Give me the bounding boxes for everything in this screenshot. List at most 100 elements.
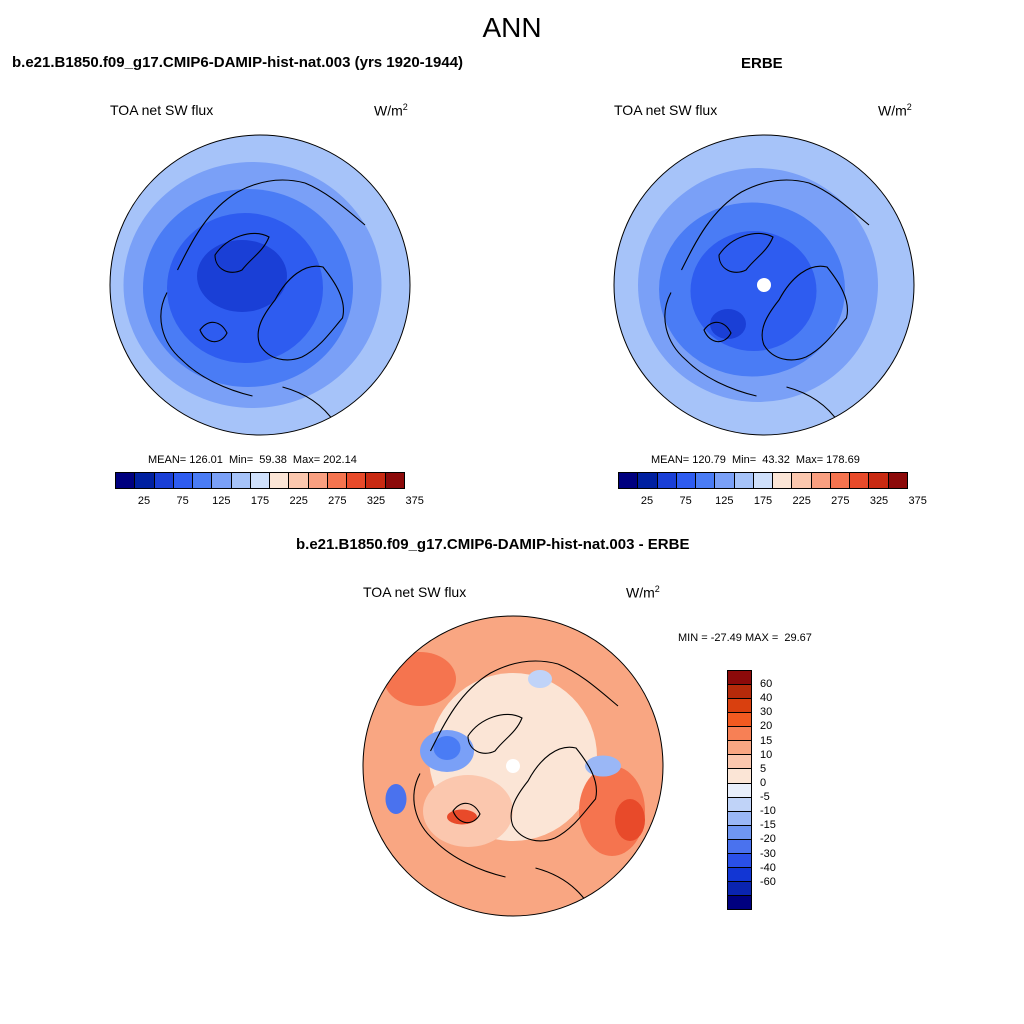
colorbar-swatch (728, 811, 751, 826)
map-field-contour (528, 670, 552, 688)
colorbar-swatch (308, 473, 328, 488)
colorbar-tick-label: 0 (760, 776, 767, 789)
colorbar-swatch (728, 825, 751, 840)
model-variable-label: TOA net SW flux (110, 102, 214, 118)
coastline (304, 182, 366, 226)
coastline (664, 292, 757, 397)
model-colorbar (115, 472, 405, 489)
colorbar-swatch (154, 473, 174, 488)
colorbar-swatch (728, 783, 751, 798)
map-field-contour (585, 755, 621, 777)
map-field-contour (385, 784, 407, 814)
coastline (467, 714, 523, 754)
colorbar-swatch (888, 473, 907, 488)
colorbar-swatch (728, 699, 751, 714)
coastline (510, 746, 597, 842)
coastline (177, 179, 306, 271)
coastline (718, 233, 774, 273)
model-units-label: W/m2 (374, 102, 408, 119)
map-field-contour (710, 309, 746, 339)
colorbar-tick-label: 10 (760, 748, 773, 761)
colorbar-swatch (212, 473, 232, 488)
diff-panel-title: b.e21.B1850.f09_g17.CMIP6-DAMIP-hist-nat… (296, 536, 690, 553)
coastline (214, 233, 270, 273)
colorbar-tick-label: 225 (792, 495, 811, 507)
colorbar-swatch (270, 473, 290, 488)
colorbar-tick-label: 40 (760, 692, 773, 705)
colorbar-swatch (728, 685, 751, 700)
coastline (257, 265, 344, 361)
colorbar-swatch (869, 473, 889, 488)
colorbar-tick-label: 25 (137, 495, 151, 507)
model-polar-map (109, 134, 411, 436)
obs-colorbar (618, 472, 908, 489)
map-field-contour (384, 652, 456, 706)
colorbar-swatch (173, 473, 194, 488)
colorbar-swatch (728, 797, 751, 812)
colorbar-tick-label: 175 (753, 495, 773, 507)
colorbar-tick-label: 375 (908, 495, 927, 507)
colorbar-tick-label: -5 (760, 791, 770, 804)
pole-missing-data (506, 759, 520, 773)
coastline (430, 660, 559, 752)
coastline (452, 802, 481, 824)
obs-stats: MEAN= 120.79 Min= 43.32 Max= 178.69 (651, 454, 860, 466)
map-border (613, 134, 915, 436)
colorbar-tick-label: 175 (250, 495, 270, 507)
colorbar-tick-label: 375 (405, 495, 424, 507)
colorbar-swatch (135, 473, 155, 488)
map-field-contour (433, 736, 461, 760)
coastline (761, 265, 848, 361)
colorbar-tick-label: 275 (831, 495, 850, 507)
colorbar-swatch (728, 755, 751, 770)
colorbar-swatch (116, 473, 136, 488)
colorbar-tick-label: 125 (715, 495, 734, 507)
obs-units-label: W/m2 (878, 102, 912, 119)
coastline (681, 179, 810, 271)
map-field-contour (197, 240, 287, 312)
colorbar-tick-label: 75 (176, 495, 189, 507)
diff-stats: MIN = -27.49 MAX = 29.67 (678, 632, 812, 644)
colorbar-tick-label: 125 (212, 495, 231, 507)
colorbar-tick-label: 225 (289, 495, 308, 507)
colorbar-tick-label: -40 (760, 861, 776, 874)
colorbar-tick-label: 20 (760, 720, 773, 733)
colorbar-swatch (753, 473, 774, 488)
colorbar-swatch (347, 473, 367, 488)
colorbar-swatch (734, 473, 754, 488)
pole-missing-data (757, 278, 771, 292)
colorbar-swatch (728, 713, 751, 728)
colorbar-tick-label: 25 (640, 495, 654, 507)
model-colorbar-ticks: 25 75 125 175 225 275 325 375 (115, 495, 424, 509)
obs-colorbar-ticks: 25 75 125 175 225 275 325 375 (618, 495, 927, 509)
diff-colorbar-ticks: 60 40 30 20 15 10 5 0 -5 -10 -15 -20 -30 -40 -60 (760, 670, 800, 910)
colorbar-swatch (811, 473, 831, 488)
obs-polar-map (613, 134, 915, 436)
coastlines (413, 660, 619, 905)
coastline (703, 321, 732, 343)
colorbar-tick-label: 30 (760, 706, 773, 719)
colorbar-swatch (728, 671, 751, 686)
colorbar-swatch (773, 473, 793, 488)
colorbar-swatch (193, 473, 213, 488)
coastline (413, 773, 506, 878)
colorbar-swatch (728, 839, 751, 854)
colorbar-swatch (728, 727, 751, 742)
coastlines (160, 179, 366, 424)
colorbar-swatch (830, 473, 851, 488)
coastline (557, 663, 619, 707)
colorbar-tick-label: 5 (760, 762, 767, 775)
colorbar-swatch (676, 473, 697, 488)
colorbar-tick-label: 60 (760, 678, 773, 691)
colorbar-swatch (231, 473, 251, 488)
colorbar-swatch (792, 473, 812, 488)
colorbar-tick-label: -10 (760, 805, 776, 818)
colorbar-tick-label: -30 (760, 847, 776, 860)
map-border (109, 134, 411, 436)
colorbar-swatch (728, 853, 751, 868)
map-border (362, 615, 664, 917)
colorbar-swatch (715, 473, 735, 488)
colorbar-tick-label: 325 (869, 495, 889, 507)
diff-colorbar (727, 670, 752, 910)
diff-variable-label: TOA net SW flux (363, 584, 467, 600)
